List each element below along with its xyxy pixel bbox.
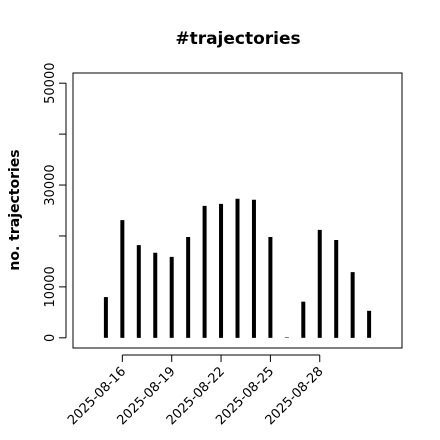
y-tick-label: 0 bbox=[43, 334, 58, 342]
y-axis-label: no. trajectories bbox=[7, 149, 23, 270]
y-tick-label: 10000 bbox=[43, 266, 58, 307]
y-tick-label: 50000 bbox=[43, 63, 58, 104]
plot-box bbox=[72, 72, 403, 349]
chart-title: #trajectories bbox=[175, 29, 300, 49]
y-tick-label: 30000 bbox=[43, 164, 58, 205]
